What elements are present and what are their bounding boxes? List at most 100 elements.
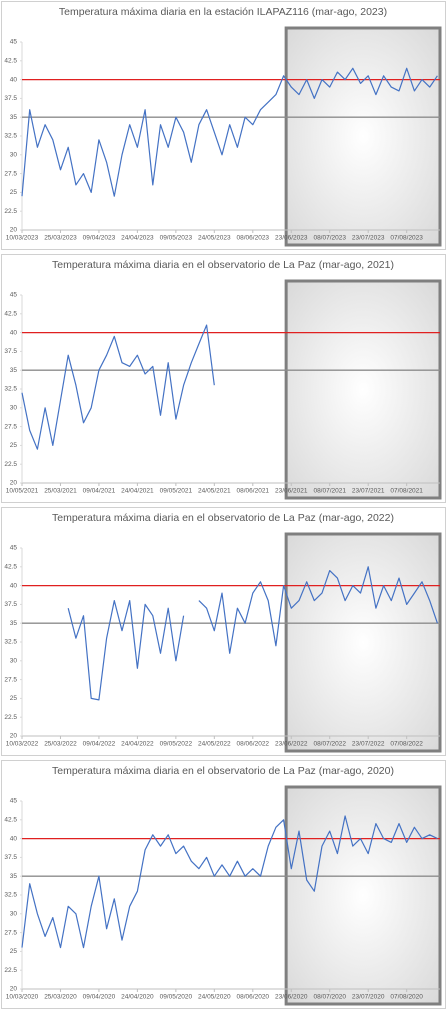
x-tick-label: 25/03/2022 <box>44 741 77 748</box>
x-tick-label: 09/04/2020 <box>83 994 116 1001</box>
y-tick-label: 22.5 <box>4 714 17 721</box>
x-tick-label: 23/06/2023 <box>275 235 308 242</box>
y-tick-label: 37.5 <box>4 854 17 861</box>
data-line <box>67 566 438 701</box>
y-tick-label: 22.5 <box>4 461 17 468</box>
y-tick-label: 32.5 <box>4 386 17 393</box>
y-tick-label: 25 <box>10 948 18 955</box>
x-tick-label: 09/04/2022 <box>83 741 116 748</box>
x-tick-label: 10/05/2021 <box>6 488 39 495</box>
y-tick-label: 42.5 <box>4 311 17 318</box>
x-tick-label: 23/06/2021 <box>275 488 308 495</box>
y-tick-label: 42.5 <box>4 58 17 65</box>
x-tick-label: 10/03/2022 <box>6 741 39 748</box>
y-tick-label: 30 <box>10 911 18 918</box>
x-tick-label: 24/04/2023 <box>121 235 154 242</box>
y-tick-label: 20 <box>10 480 18 487</box>
x-tick-label: 07/08/2022 <box>390 741 423 748</box>
x-tick-label: 07/08/2021 <box>390 488 423 495</box>
y-tick-label: 20 <box>10 986 18 993</box>
y-tick-label: 40 <box>10 329 18 336</box>
x-tick-label: 24/05/2023 <box>198 235 231 242</box>
x-tick-label: 23/07/2021 <box>352 488 385 495</box>
y-tick-label: 35 <box>10 367 18 374</box>
chart-title: Temperatura máxima diaria en la estación… <box>59 6 387 18</box>
x-tick-label: 24/05/2020 <box>198 994 231 1001</box>
x-tick-label: 24/05/2021 <box>198 488 231 495</box>
y-tick-label: 45 <box>10 545 18 552</box>
y-tick-label: 27.5 <box>4 170 17 177</box>
chart-title: Temperatura máxima diaria en el observat… <box>52 512 394 524</box>
x-tick-label: 08/06/2023 <box>237 235 270 242</box>
x-tick-label: 08/07/2023 <box>313 235 346 242</box>
x-tick-label: 09/04/2021 <box>83 488 116 495</box>
y-tick-label: 37.5 <box>4 601 17 608</box>
y-tick-label: 22.5 <box>4 208 17 215</box>
x-tick-label: 10/03/2023 <box>6 235 39 242</box>
chart-title: Temperatura máxima diaria en el observat… <box>52 259 394 271</box>
x-tick-label: 08/07/2021 <box>313 488 346 495</box>
x-tick-label: 09/04/2023 <box>83 235 116 242</box>
shaded-region <box>284 785 442 1006</box>
y-tick-label: 45 <box>10 39 18 46</box>
y-tick-label: 27.5 <box>4 423 17 430</box>
data-line <box>21 324 215 450</box>
chart-panel: Temperatura máxima diaria en el observat… <box>1 254 446 503</box>
y-tick-label: 30 <box>10 405 18 412</box>
x-tick-label: 08/07/2022 <box>313 741 346 748</box>
y-tick-label: 27.5 <box>4 929 17 936</box>
y-tick-label: 45 <box>10 798 18 805</box>
x-tick-label: 24/04/2022 <box>121 741 154 748</box>
x-tick-label: 25/03/2020 <box>44 994 77 1001</box>
x-tick-label: 08/07/2020 <box>313 994 346 1001</box>
y-tick-label: 40 <box>10 582 18 589</box>
x-tick-label: 24/04/2021 <box>121 488 154 495</box>
chart-panel: Temperatura máxima diaria en la estación… <box>1 1 446 250</box>
y-tick-label: 27.5 <box>4 676 17 683</box>
data-line <box>21 67 438 197</box>
shaded-region <box>284 532 442 753</box>
x-tick-label: 09/05/2023 <box>160 235 193 242</box>
chart-title: Temperatura máxima diaria en el observat… <box>52 765 394 777</box>
x-tick-label: 07/08/2023 <box>390 235 423 242</box>
x-tick-label: 09/05/2022 <box>160 741 193 748</box>
y-tick-label: 40 <box>10 835 18 842</box>
y-tick-label: 32.5 <box>4 639 17 646</box>
y-tick-label: 32.5 <box>4 133 17 140</box>
y-tick-label: 20 <box>10 227 18 234</box>
y-tick-label: 32.5 <box>4 892 17 899</box>
y-tick-label: 25 <box>10 189 18 196</box>
y-tick-label: 37.5 <box>4 95 17 102</box>
shaded-region <box>284 279 442 500</box>
y-tick-label: 30 <box>10 152 18 159</box>
x-tick-label: 23/07/2022 <box>352 741 385 748</box>
x-tick-label: 10/03/2020 <box>6 994 39 1001</box>
y-tick-label: 37.5 <box>4 348 17 355</box>
y-tick-label: 35 <box>10 620 18 627</box>
x-tick-label: 23/07/2020 <box>352 994 385 1001</box>
x-tick-label: 08/06/2022 <box>237 741 270 748</box>
x-tick-label: 23/07/2023 <box>352 235 385 242</box>
y-tick-label: 40 <box>10 76 18 83</box>
y-tick-label: 25 <box>10 442 18 449</box>
x-tick-label: 08/06/2020 <box>237 994 270 1001</box>
x-tick-label: 25/03/2023 <box>44 235 77 242</box>
y-tick-label: 42.5 <box>4 817 17 824</box>
x-tick-label: 09/05/2020 <box>160 994 193 1001</box>
chart-panel: Temperatura máxima diaria en el observat… <box>1 507 446 756</box>
y-tick-label: 35 <box>10 873 18 880</box>
x-tick-label: 23/06/2020 <box>275 994 308 1001</box>
x-tick-label: 08/06/2021 <box>237 488 270 495</box>
y-tick-label: 25 <box>10 695 18 702</box>
y-tick-label: 22.5 <box>4 967 17 974</box>
x-tick-label: 09/05/2021 <box>160 488 193 495</box>
data-line <box>21 815 438 949</box>
shaded-region <box>284 26 442 247</box>
y-tick-label: 42.5 <box>4 564 17 571</box>
x-tick-label: 23/06/2022 <box>275 741 308 748</box>
y-tick-label: 20 <box>10 733 18 740</box>
x-tick-label: 24/04/2020 <box>121 994 154 1001</box>
y-tick-label: 45 <box>10 292 18 299</box>
